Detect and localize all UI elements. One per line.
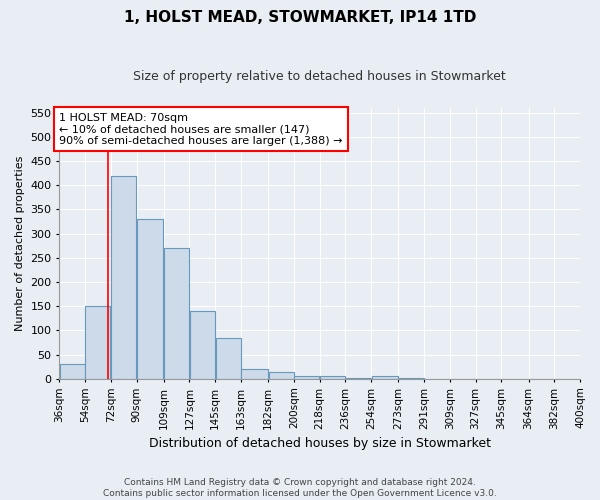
Bar — [190, 311, 215, 379]
Bar — [346, 378, 371, 379]
Bar — [164, 248, 189, 379]
Bar — [111, 176, 136, 379]
Text: 1 HOLST MEAD: 70sqm
← 10% of detached houses are smaller (147)
90% of semi-detac: 1 HOLST MEAD: 70sqm ← 10% of detached ho… — [59, 112, 343, 146]
Bar — [371, 376, 398, 379]
Bar — [215, 338, 241, 379]
Y-axis label: Number of detached properties: Number of detached properties — [15, 156, 25, 331]
X-axis label: Distribution of detached houses by size in Stowmarket: Distribution of detached houses by size … — [149, 437, 491, 450]
Bar — [241, 369, 268, 379]
Bar — [59, 364, 85, 379]
Title: Size of property relative to detached houses in Stowmarket: Size of property relative to detached ho… — [133, 70, 506, 83]
Bar — [320, 376, 345, 379]
Bar — [85, 306, 110, 379]
Bar — [398, 378, 424, 379]
Text: 1, HOLST MEAD, STOWMARKET, IP14 1TD: 1, HOLST MEAD, STOWMARKET, IP14 1TD — [124, 10, 476, 25]
Bar — [137, 219, 163, 379]
Bar — [269, 372, 293, 379]
Bar — [294, 376, 319, 379]
Text: Contains HM Land Registry data © Crown copyright and database right 2024.
Contai: Contains HM Land Registry data © Crown c… — [103, 478, 497, 498]
